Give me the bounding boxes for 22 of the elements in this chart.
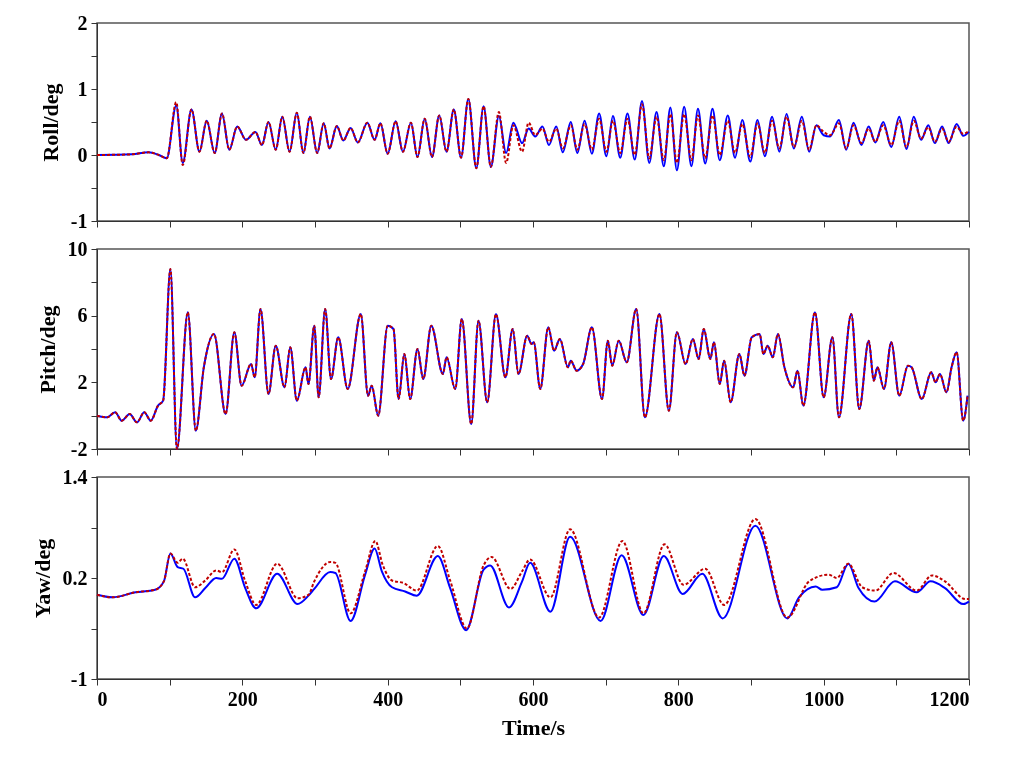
y-tick-label: -1 (70, 667, 88, 690)
x-tick-label: 600 (518, 687, 549, 710)
y-tick-label: 1 (77, 77, 88, 100)
y-tick-label: 0 (77, 143, 88, 166)
x-tick-label: 1000 (804, 687, 845, 710)
y-tick-label: -2 (70, 437, 88, 460)
x-tick-label: 200 (227, 687, 258, 710)
y-tick-label: 2 (77, 370, 88, 393)
y-axis-title: Yaw/deg (29, 538, 55, 619)
y-axis-title: Pitch/deg (34, 305, 60, 394)
y-tick-label: 2 (77, 11, 88, 34)
x-tick-label: 800 (663, 687, 694, 710)
y-axis-title: Roll/deg (37, 83, 63, 162)
y-tick-label: 10 (67, 237, 88, 260)
y-tick-label: 6 (77, 304, 88, 327)
x-tick-label: 0 (97, 687, 108, 710)
y-tick-label: 0.2 (62, 566, 88, 589)
x-tick-label: 400 (373, 687, 404, 710)
x-tick-label: 1200 (929, 687, 970, 710)
y-tick-label: 1.4 (62, 465, 88, 488)
x-axis-title: Time/s (501, 714, 566, 740)
y-tick-label: -1 (70, 209, 88, 232)
